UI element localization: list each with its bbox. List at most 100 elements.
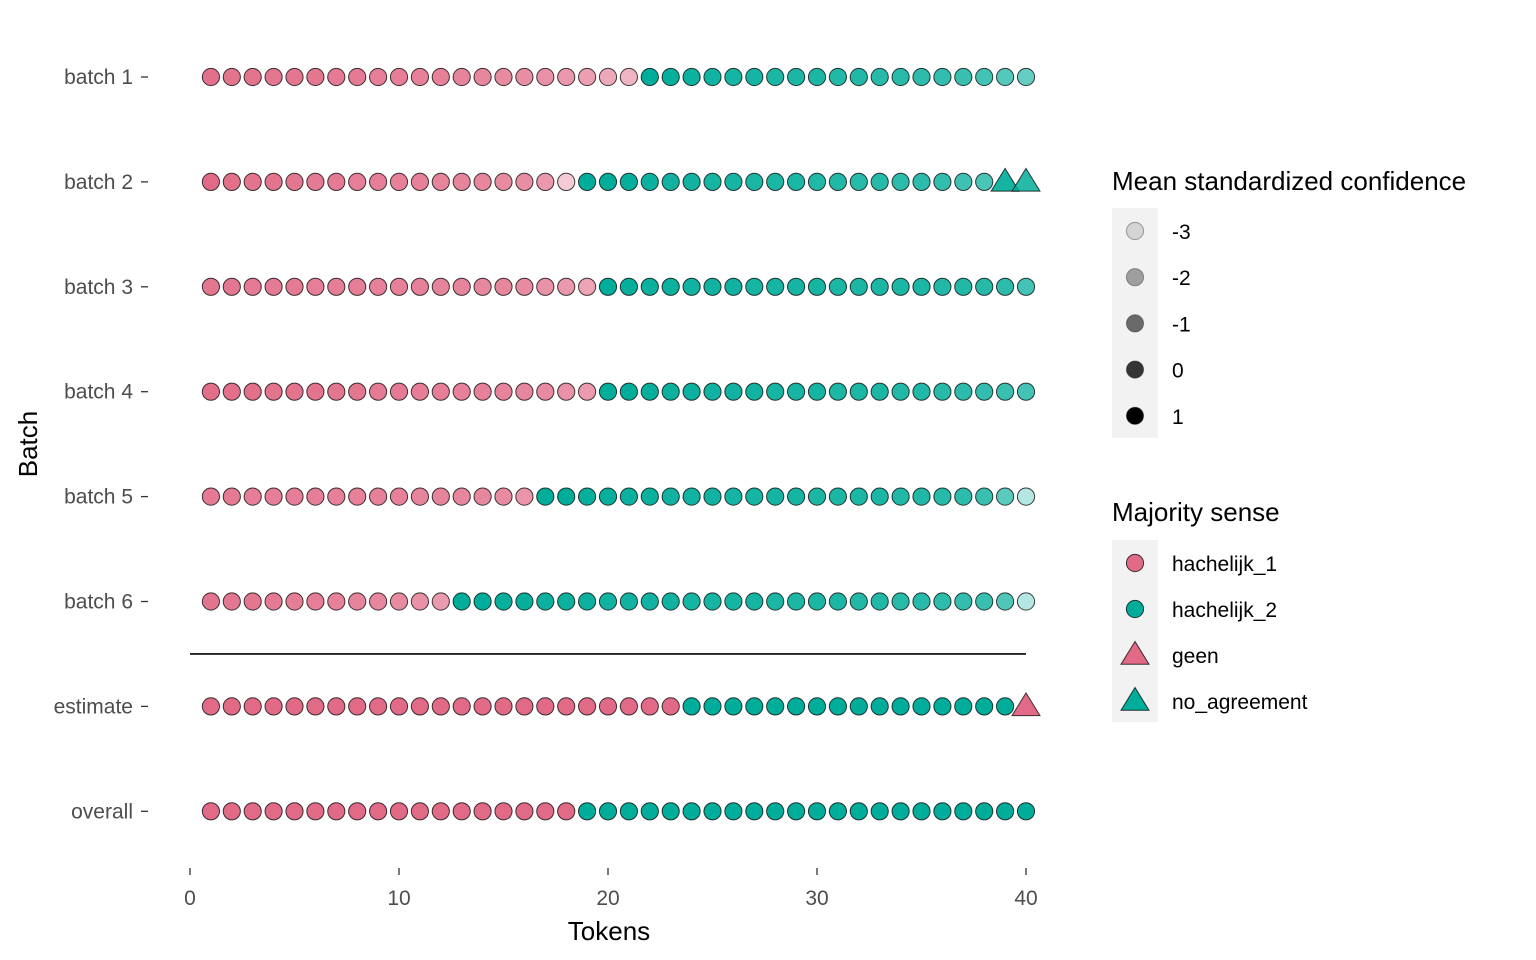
legend-confidence-key: [1125, 314, 1145, 333]
data-point: [222, 277, 241, 296]
data-point: [640, 487, 659, 506]
data-point: [787, 172, 806, 191]
y-tick-label: batch 2: [64, 171, 133, 194]
data-point: [578, 592, 597, 611]
data-point: [619, 697, 639, 716]
data-point: [954, 382, 973, 401]
data-point: [766, 382, 785, 401]
data-point: [661, 592, 680, 611]
data-point: [766, 592, 785, 611]
data-point: [515, 487, 534, 506]
data-point: [912, 67, 931, 87]
data-point: [954, 277, 973, 296]
data-point: [285, 67, 304, 87]
x-tick-label: 40: [1014, 887, 1037, 910]
data-point: [891, 67, 910, 87]
data-point: [557, 277, 576, 296]
data-point: [243, 802, 262, 821]
data-point: [410, 487, 429, 506]
data-point: [619, 802, 639, 821]
data-point: [389, 487, 409, 506]
data-point: [975, 802, 994, 821]
data-point: [849, 277, 868, 296]
data-point: [849, 172, 868, 191]
data-point: [410, 592, 429, 611]
data-point: [870, 67, 889, 87]
data-point: [933, 592, 952, 611]
data-point: [1016, 382, 1036, 401]
data-point: [975, 592, 994, 611]
x-tick-label: 20: [596, 887, 619, 910]
data-point: [745, 802, 764, 821]
data-point: [306, 592, 325, 611]
data-point: [807, 697, 827, 716]
data-point: [410, 697, 429, 716]
data-point: [933, 172, 952, 191]
data-point: [682, 67, 701, 87]
data-point: [661, 172, 680, 191]
data-point: [598, 487, 618, 506]
data-point: [828, 67, 848, 87]
data-point: [431, 172, 450, 191]
data-point: [975, 67, 994, 87]
x-tick-label: 0: [184, 887, 196, 910]
data-point: [431, 802, 450, 821]
data-point: [849, 382, 868, 401]
data-point: [327, 382, 346, 401]
x-axis-title: Tokens: [568, 916, 650, 946]
x-tick-label: 10: [387, 887, 410, 910]
data-point: [682, 802, 701, 821]
data-point: [201, 67, 220, 87]
data-point: [243, 67, 262, 87]
data-point: [578, 487, 597, 506]
y-tick-label: batch 6: [64, 591, 133, 614]
data-point: [849, 802, 868, 821]
data-point: [494, 592, 513, 611]
data-point: [787, 592, 806, 611]
data-point: [557, 697, 576, 716]
data-point: [264, 487, 283, 506]
data-point: [954, 67, 973, 87]
data-point: [452, 172, 471, 191]
data-point: [849, 67, 868, 87]
data-point: [787, 67, 806, 87]
data-point: [1016, 67, 1036, 87]
data-point: [515, 592, 534, 611]
data-point: [369, 382, 388, 401]
data-point: [201, 382, 220, 401]
data-point: [515, 697, 534, 716]
data-point: [954, 802, 973, 821]
data-point: [661, 802, 680, 821]
data-point: [598, 802, 618, 821]
data-point: [724, 487, 743, 506]
data-point: [703, 277, 722, 296]
data-point: [996, 487, 1015, 506]
data-point: [703, 172, 722, 191]
data-point: [807, 592, 827, 611]
data-point: [766, 67, 785, 87]
legend-confidence-key: [1125, 221, 1145, 241]
data-point: [473, 382, 492, 401]
data-point: [473, 67, 492, 87]
data-point: [243, 382, 262, 401]
data-point: [787, 487, 806, 506]
data-point: [557, 802, 576, 821]
data-point: [682, 592, 701, 611]
data-point: [389, 382, 409, 401]
data-point: [557, 592, 576, 611]
data-point: [828, 277, 848, 296]
data-point: [807, 487, 827, 506]
data-point: [348, 172, 367, 191]
data-point: [619, 487, 639, 506]
data-point: [473, 697, 492, 716]
data-point: [557, 67, 576, 87]
data-point: [222, 592, 241, 611]
data-point: [243, 487, 262, 506]
data-point: [682, 382, 701, 401]
data-point: [285, 172, 304, 191]
data-point: [640, 277, 659, 296]
y-tick-label: batch 1: [64, 66, 133, 89]
legend-sense-label: hachelijk_1: [1172, 553, 1277, 576]
data-point: [891, 172, 910, 191]
data-point: [201, 172, 220, 191]
